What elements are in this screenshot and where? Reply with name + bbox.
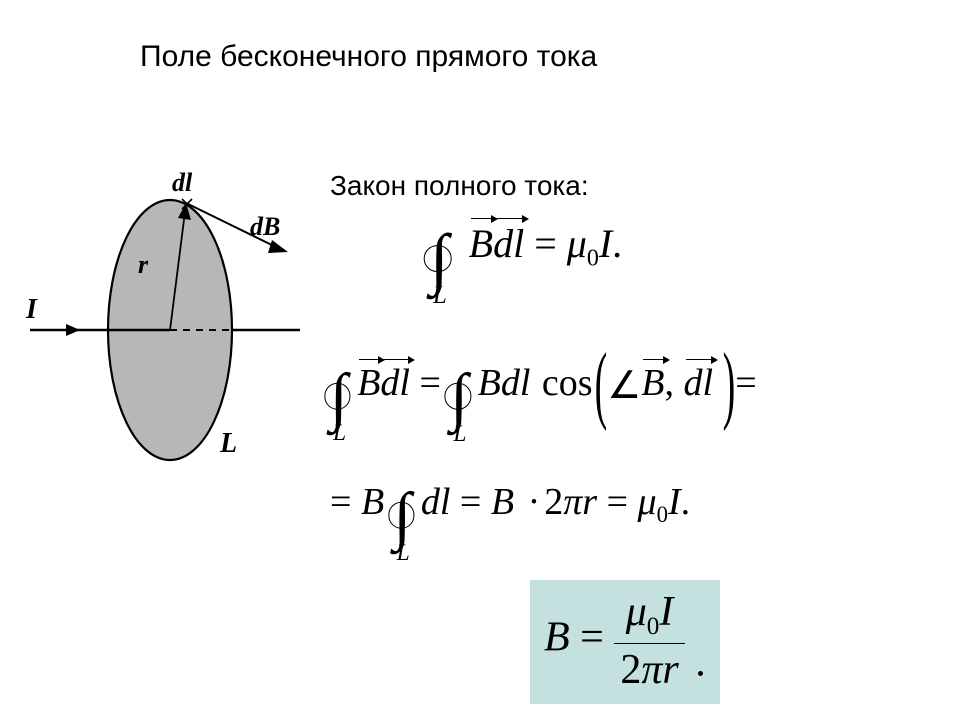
angle-icon: ∠ <box>607 363 641 408</box>
vec-B: B <box>469 220 493 267</box>
mu-sub-0-1: 0 <box>587 245 599 271</box>
oint2a: ∫ <box>330 374 348 419</box>
oint3-sub: L <box>397 540 410 567</box>
oint-symbol: ∫ <box>430 235 449 283</box>
eq-3a: = <box>330 481 361 523</box>
label-dl: dl <box>172 168 192 198</box>
page-title: Поле бесконечного прямого тока <box>140 40 597 74</box>
vec-B-2: B <box>357 361 380 405</box>
two: 2 <box>544 481 563 523</box>
equation-4-boxed: B = μ0I 2πr . <box>530 580 720 704</box>
eq-2b: = <box>735 362 756 404</box>
comma-2: , <box>665 362 675 404</box>
r-4: r <box>662 647 678 693</box>
dot-1: . <box>612 221 622 266</box>
field-diagram: dl dB r I L <box>20 170 320 490</box>
current-arrowhead <box>66 324 80 336</box>
oint2b: ∫ <box>450 374 468 419</box>
label-dB: dB <box>250 212 280 242</box>
section-subtitle: Закон полного тока: <box>330 170 589 202</box>
vec-dl-2: dl <box>380 361 410 405</box>
eq-sign-1: = <box>534 221 567 266</box>
vec-dl-ang: dl <box>684 361 714 405</box>
frac-num: μ0I <box>614 588 684 644</box>
cos-text: cos <box>540 362 595 404</box>
vec-dl: dl <box>493 220 524 267</box>
dl-2: dl <box>501 362 531 404</box>
pi-3: π <box>563 481 582 523</box>
mu-3: μ <box>638 481 657 523</box>
two-4: 2 <box>620 647 641 693</box>
rparen-2: ) <box>723 334 736 435</box>
label-r: r <box>138 250 148 280</box>
equation-2: ∫ L Bdl = ∫ L Bdl cos(∠B, dl )= <box>330 360 757 419</box>
vec-B-ang: B <box>641 361 664 405</box>
mu0-4: 0 <box>647 613 660 640</box>
oint2b-sub: L <box>453 421 466 448</box>
equation-3: = B ∫ L dl = B ·2πr = μ0I. <box>330 480 690 538</box>
dot-3: . <box>681 481 691 523</box>
equation-1: ∫ L Bdl = μ0I. <box>430 220 622 282</box>
lparen-2: ( <box>595 334 608 435</box>
B-3: B <box>361 481 384 523</box>
oint2a-sub: L <box>333 420 346 447</box>
I-4: I <box>659 589 673 635</box>
eq-4: = <box>570 615 615 661</box>
I-3: I <box>668 481 681 523</box>
mu-1: μ <box>567 221 587 266</box>
mu0-3: 0 <box>657 502 668 527</box>
label-L: L <box>220 428 237 460</box>
oint3: ∫ <box>394 493 412 538</box>
cdot-3: · <box>524 481 545 523</box>
mu-4: μ <box>626 589 647 635</box>
dl-3: dl <box>421 481 451 523</box>
I-1: I <box>599 221 612 266</box>
oint-sub-L: L <box>433 282 447 310</box>
r-3: r <box>582 481 597 523</box>
dot-4: . <box>695 640 706 686</box>
label-I: I <box>26 294 37 326</box>
eq-3b: = <box>460 481 491 523</box>
pi-4: π <box>641 647 662 693</box>
B-2: B <box>478 362 501 404</box>
fraction-4: μ0I 2πr <box>614 588 684 694</box>
B-3b: B <box>491 481 514 523</box>
frac-den: 2πr <box>614 644 684 694</box>
eq-3c: = <box>607 481 638 523</box>
B-4: B <box>544 615 570 661</box>
